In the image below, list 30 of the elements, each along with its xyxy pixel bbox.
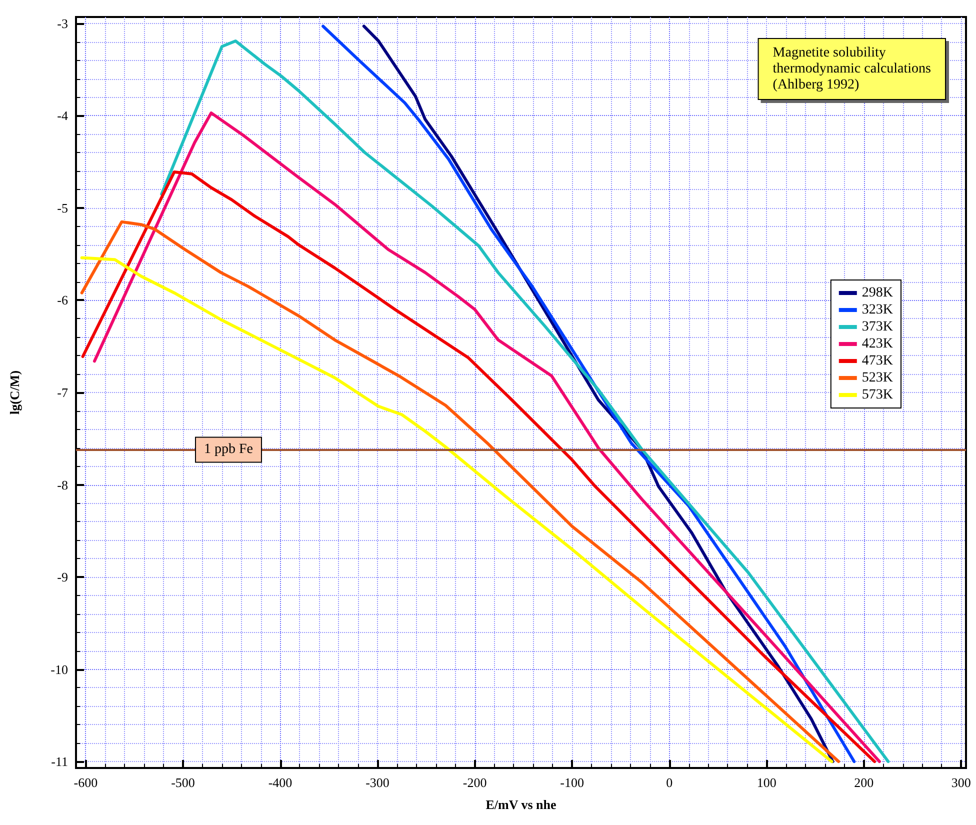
legend-label: 473K <box>862 354 894 368</box>
x-tick-label: -200 <box>462 775 487 790</box>
y-tick-label: -10 <box>50 662 68 677</box>
y-tick-label: -4 <box>57 108 68 124</box>
legend-label: 323K <box>862 302 894 318</box>
x-tick-label: 0 <box>666 775 673 790</box>
y-tick-label: -5 <box>57 200 68 216</box>
x-tick-label: -500 <box>171 775 195 790</box>
x-tick-label: 100 <box>756 775 776 790</box>
x-tick-label: -400 <box>268 775 292 790</box>
legend-label: 573K <box>862 388 894 402</box>
x-tick-label: 200 <box>854 775 874 790</box>
legend-label: 423K <box>862 336 894 352</box>
legend-label: 523K <box>862 370 894 386</box>
y-tick-label: -8 <box>57 477 68 492</box>
x-axis-title: E/mV vs nhe <box>486 797 557 812</box>
y-tick-label: -6 <box>57 292 68 308</box>
ref-line-label: 1 ppb Fe <box>204 442 253 458</box>
y-tick-label: -9 <box>57 570 68 585</box>
x-tick-label: -600 <box>74 775 98 790</box>
x-tick-label: -100 <box>560 775 584 790</box>
legend-label: 373K <box>862 320 894 334</box>
annotation: Magnetite solubility thermodynamic calculations (Ahlberg 1992) <box>772 46 932 92</box>
legend-label: 298K <box>862 286 894 300</box>
y-tick-label: -11 <box>51 754 68 770</box>
x-tick-label: 300 <box>951 775 971 790</box>
y-tick-label: -3 <box>57 16 68 31</box>
y-tick-label: -7 <box>57 385 68 400</box>
y-axis-title: lg(C/M) <box>7 370 22 415</box>
x-tick-label: -300 <box>366 775 390 790</box>
